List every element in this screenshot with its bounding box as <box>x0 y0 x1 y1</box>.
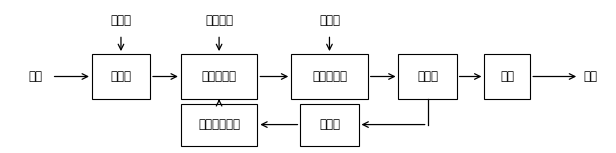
Text: 助凝剂: 助凝剂 <box>319 14 340 27</box>
FancyBboxPatch shape <box>180 54 257 99</box>
Text: 超滤: 超滤 <box>500 70 514 83</box>
FancyBboxPatch shape <box>291 54 368 99</box>
Text: 原水: 原水 <box>28 70 42 83</box>
Text: 重介质粉: 重介质粉 <box>205 14 233 27</box>
FancyBboxPatch shape <box>92 54 150 99</box>
Text: 混合池: 混合池 <box>110 70 131 83</box>
FancyBboxPatch shape <box>484 54 530 99</box>
Text: 出水: 出水 <box>583 70 597 83</box>
Text: 沉淀池: 沉淀池 <box>417 70 438 83</box>
Text: 混凝剂: 混凝剂 <box>110 14 131 27</box>
FancyBboxPatch shape <box>301 104 359 146</box>
Text: 解絮机: 解絮机 <box>319 118 340 131</box>
FancyBboxPatch shape <box>399 54 456 99</box>
FancyBboxPatch shape <box>180 104 257 146</box>
Text: 重介质回收机: 重介质回收机 <box>198 118 240 131</box>
Text: 絮凝反应池: 絮凝反应池 <box>312 70 347 83</box>
Text: 初级絮凝池: 初级絮凝池 <box>201 70 237 83</box>
